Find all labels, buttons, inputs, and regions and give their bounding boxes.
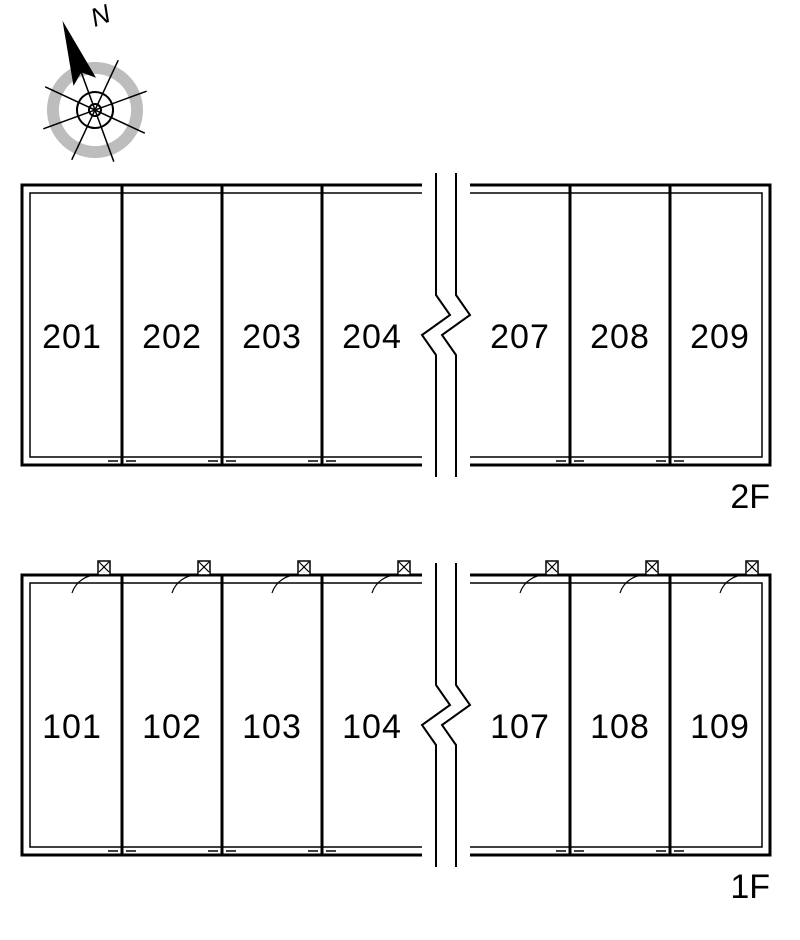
unit-label-207: 207: [490, 318, 550, 356]
floor-label-2F: 2F: [730, 478, 770, 516]
unit-label-102: 102: [142, 708, 202, 746]
floorplan-svg: N2012022032042072082092F1011021031041071…: [0, 0, 800, 940]
unit-label-103: 103: [242, 708, 302, 746]
floor-1F: 101 102 103 104 107 108 109 1F: [22, 561, 770, 906]
unit-label-201: 201: [42, 318, 102, 356]
section-break-icon: [442, 563, 470, 867]
unit-label-104: 104: [342, 708, 402, 746]
unit-label-209: 209: [690, 318, 750, 356]
section-break-icon: [422, 563, 450, 867]
floor-label-1F: 1F: [730, 868, 770, 906]
unit-label-101: 101: [42, 708, 102, 746]
floor-2F: 201 202 203 204 207 208 209 2F: [22, 173, 770, 516]
unit-label-204: 204: [342, 318, 402, 356]
unit-label-108: 108: [590, 708, 650, 746]
compass-icon: N: [8, 0, 165, 180]
unit-label-203: 203: [242, 318, 302, 356]
section-break-icon: [442, 173, 470, 477]
section-break-icon: [422, 173, 450, 477]
unit-label-109: 109: [690, 708, 750, 746]
unit-label-107: 107: [490, 708, 550, 746]
floorplan-diagram: N2012022032042072082092F1011021031041071…: [0, 0, 800, 940]
unit-label-208: 208: [590, 318, 650, 356]
compass-n-label: N: [86, 0, 114, 33]
unit-label-202: 202: [142, 318, 202, 356]
